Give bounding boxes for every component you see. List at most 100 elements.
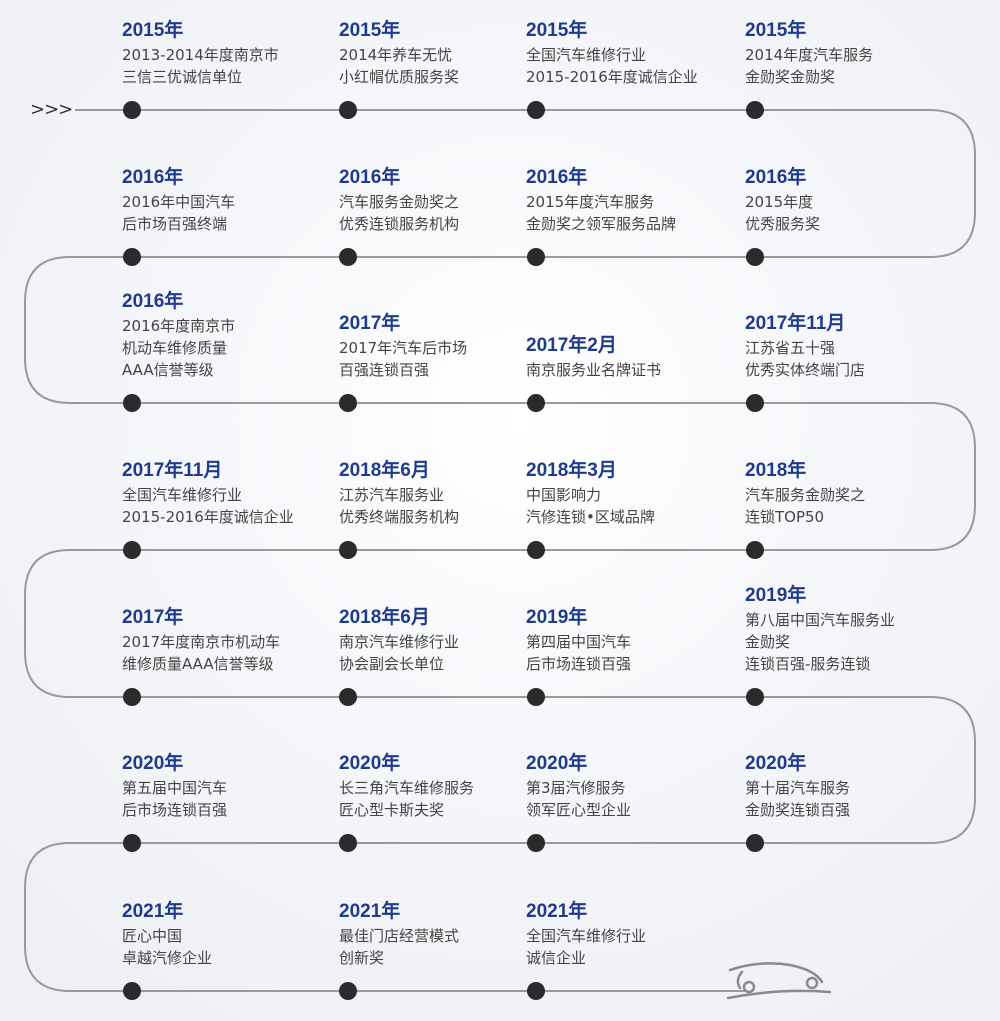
award-text: 连锁TOP50 xyxy=(745,508,825,526)
award-text: 金勋奖之领军服务品牌 xyxy=(526,215,677,233)
award-text: 中国影响力 xyxy=(526,486,602,504)
award-year: 2021年 xyxy=(122,901,184,922)
award-year: 2015年 xyxy=(122,20,184,41)
award-year: 2016年 xyxy=(745,167,807,188)
timeline-dot xyxy=(123,541,141,559)
award-year: 2016年 xyxy=(122,167,184,188)
award-text: 汽车服务金勋奖之 xyxy=(745,486,866,504)
award-year: 2021年 xyxy=(526,901,588,922)
award-text: 匠心中国 xyxy=(122,927,183,945)
award-text: 小红帽优质服务奖 xyxy=(339,68,460,86)
award-text: 全国汽车维修行业 xyxy=(122,486,243,504)
award-year: 2017年11月 xyxy=(122,460,223,481)
timeline-award: 2021年 全国汽车维修行业 诚信企业 xyxy=(526,899,646,969)
timeline-dot xyxy=(746,834,764,852)
award-text: 江苏省五十强 xyxy=(745,339,836,357)
award-text: 汽车服务金勋奖之 xyxy=(339,193,460,211)
award-text: 卓越汽修企业 xyxy=(122,949,213,967)
timeline-dot xyxy=(527,394,545,412)
award-text: 最佳门店经营模式 xyxy=(339,927,460,945)
award-text: 优秀连锁服务机构 xyxy=(339,215,460,233)
timeline-award: 2016年 2016年中国汽车 后市场百强终端 xyxy=(122,165,235,235)
timeline-award: 2015年 2014年度汽车服务 金勋奖金勋奖 xyxy=(745,18,873,88)
award-text: 金勋奖金勋奖 xyxy=(745,68,836,86)
award-text: 领军匠心型企业 xyxy=(526,801,632,819)
timeline-dot xyxy=(339,688,357,706)
award-text: 连锁百强-服务连锁 xyxy=(745,655,871,673)
award-year: 2018年3月 xyxy=(526,460,617,481)
timeline-dot xyxy=(123,688,141,706)
timeline-dot xyxy=(746,541,764,559)
timeline-dot xyxy=(339,101,357,119)
award-text: 汽修连锁•区域品牌 xyxy=(526,508,655,526)
award-year: 2017年 xyxy=(122,607,184,628)
award-year: 2016年 xyxy=(122,291,184,312)
timeline-award: 2017年11月 全国汽车维修行业 2015-2016年度诚信企业 xyxy=(122,458,294,528)
award-text: 长三角汽车维修服务 xyxy=(339,779,475,797)
award-text: 后市场百强终端 xyxy=(122,215,228,233)
award-year: 2020年 xyxy=(745,753,807,774)
award-text: 第八届中国汽车服务业 xyxy=(745,611,896,629)
timeline-dot xyxy=(339,834,357,852)
award-text: 金勋奖连锁百强 xyxy=(745,801,851,819)
chevrons-right-icon: >>> xyxy=(30,99,73,120)
timeline-award: 2018年3月 中国影响力汽修连锁•区域品牌 xyxy=(526,458,655,528)
timeline-award: 2016年汽车服务金勋奖之 优秀连锁服务机构 xyxy=(339,165,459,235)
timeline-dot xyxy=(123,248,141,266)
timeline-award: 2018年6月 南京汽车维修行业 协会副会长单位 xyxy=(339,605,459,675)
award-text: 优秀实体终端门店 xyxy=(745,361,866,379)
award-text: 第四届中国汽车 xyxy=(526,633,632,651)
award-text: 后市场连锁百强 xyxy=(122,801,228,819)
award-text: 2016年中国汽车 xyxy=(122,193,236,211)
award-text: 2017年汽车后市场 xyxy=(339,339,468,357)
award-text: 协会副会长单位 xyxy=(339,655,445,673)
timeline-award: 2017年2月 南京服务业名牌证书 xyxy=(526,333,661,381)
timeline-award: 2020年 第十届汽车服务 金勋奖连锁百强 xyxy=(745,751,850,821)
timeline-award: 2021年 最佳门店经营模式 创新奖 xyxy=(339,899,459,969)
award-text: 金勋奖 xyxy=(745,633,791,651)
award-text: 百强连锁百强 xyxy=(339,361,430,379)
award-text: 优秀终端服务机构 xyxy=(339,508,460,526)
timeline-dot xyxy=(339,982,357,1000)
award-text: AAA信誉等级 xyxy=(122,361,214,379)
timeline-dot xyxy=(527,688,545,706)
award-year: 2020年 xyxy=(122,753,184,774)
timeline-award: 2020年 第3届汽修服务 领军匠心型企业 xyxy=(526,751,631,821)
timeline-dot xyxy=(123,394,141,412)
timeline-dot xyxy=(339,248,357,266)
timeline-award: 2019年 第四届中国汽车 后市场连锁百强 xyxy=(526,605,631,675)
timeline-award: 2018年 汽车服务金勋奖之 连锁TOP50 xyxy=(745,458,865,528)
timeline-dot xyxy=(527,248,545,266)
award-text: 2015年度 xyxy=(745,193,814,211)
timeline-award: 2017年11月 江苏省五十强 优秀实体终端门店 xyxy=(745,311,865,381)
timeline-award: 2019年 第八届中国汽车服务业 金勋奖 连锁百强-服务连锁 xyxy=(745,583,895,675)
timeline-award: 2021年匠心中国卓越汽修企业 xyxy=(122,899,212,969)
timeline-dot xyxy=(123,101,141,119)
award-text: 维修质量AAA信誉等级 xyxy=(122,655,274,673)
timeline-dot xyxy=(746,688,764,706)
award-text: 机动车维修质量 xyxy=(122,339,228,357)
award-year: 2016年 xyxy=(526,167,588,188)
timeline-award: 2018年6月 江苏汽车服务业 优秀终端服务机构 xyxy=(339,458,459,528)
award-year: 2016年 xyxy=(339,167,401,188)
timeline-award: 2016年 2015年度 优秀服务奖 xyxy=(745,165,820,235)
timeline-dot xyxy=(527,982,545,1000)
award-text: 2015年度汽车服务 xyxy=(526,193,655,211)
award-year: 2017年2月 xyxy=(526,335,617,356)
timeline-award: 2017年 2017年度南京市机动车 维修质量AAA信誉等级 xyxy=(122,605,280,675)
timeline-award: 2017年 2017年汽车后市场 百强连锁百强 xyxy=(339,311,467,381)
timeline-dot xyxy=(746,101,764,119)
award-year: 2015年 xyxy=(339,20,401,41)
award-year: 2020年 xyxy=(526,753,588,774)
car-outline-icon xyxy=(726,962,832,1000)
timeline-award: 2015年 2014年养车无忧 小红帽优质服务奖 xyxy=(339,18,459,88)
award-year: 2017年 xyxy=(339,313,401,334)
timeline-dot xyxy=(527,834,545,852)
award-text: 全国汽车维修行业 xyxy=(526,46,647,64)
award-text: 2015-2016年度诚信企业 xyxy=(526,68,698,86)
award-text: 后市场连锁百强 xyxy=(526,655,632,673)
award-text: 第五届中国汽车 xyxy=(122,779,228,797)
award-text: 优秀服务奖 xyxy=(745,215,821,233)
award-text: 创新奖 xyxy=(339,949,385,967)
timeline-dot xyxy=(746,248,764,266)
